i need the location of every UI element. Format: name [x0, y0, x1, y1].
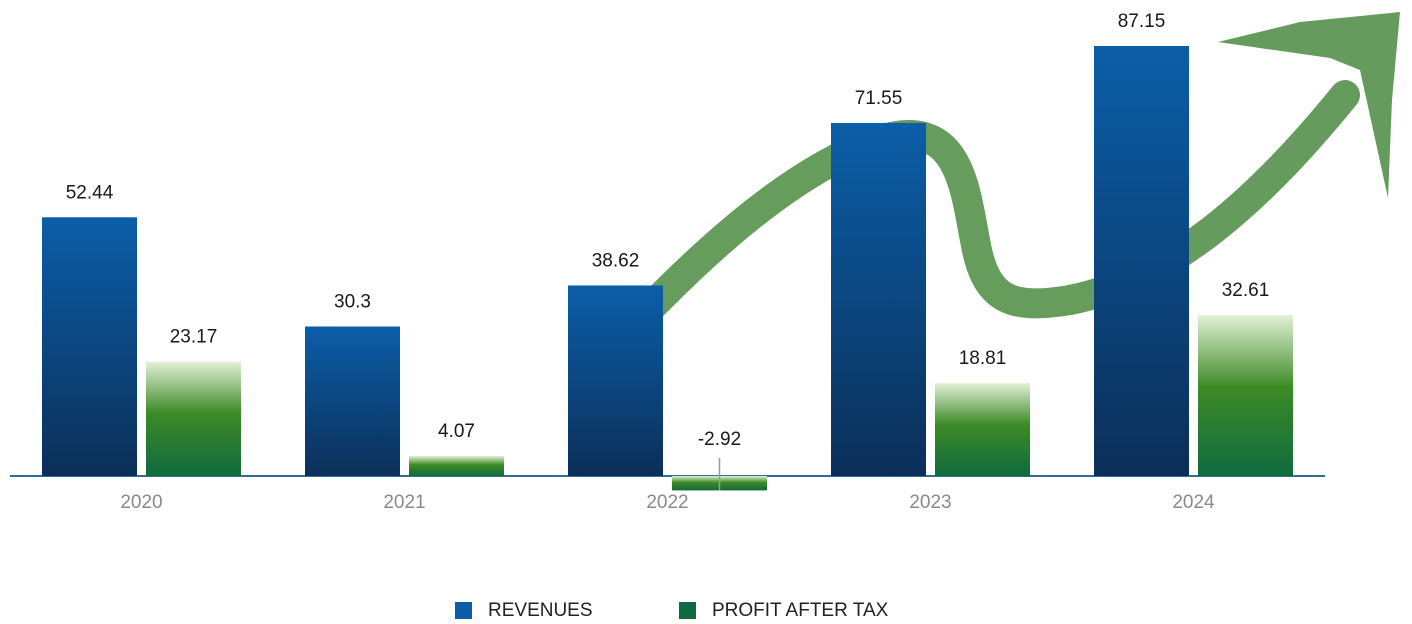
- value-label: 23.17: [170, 327, 218, 348]
- legend-swatch: [455, 602, 472, 619]
- value-label: 30.3: [334, 292, 371, 313]
- bar: [568, 285, 663, 476]
- value-label: 52.44: [66, 182, 114, 203]
- value-label: 32.61: [1222, 280, 1270, 301]
- legend-swatch: [679, 602, 696, 619]
- x-tick-label: 2020: [120, 492, 162, 513]
- bar: [305, 326, 400, 476]
- legend-label: REVENUES: [488, 600, 593, 621]
- bar: [935, 383, 1030, 476]
- value-label: -2.92: [698, 429, 741, 450]
- bar: [1094, 46, 1189, 476]
- bar: [831, 122, 926, 477]
- value-label: 4.07: [438, 421, 475, 442]
- value-label: 71.55: [855, 88, 903, 109]
- bar: [146, 361, 241, 476]
- bar: [42, 217, 137, 477]
- bar: [409, 455, 504, 476]
- value-label: 38.62: [592, 250, 640, 271]
- x-tick-label: 2021: [383, 492, 425, 513]
- value-label: 87.15: [1118, 11, 1166, 32]
- bar: [1198, 315, 1293, 476]
- x-tick-label: 2023: [909, 492, 951, 513]
- value-label: 18.81: [959, 348, 1007, 369]
- x-tick-label: 2024: [1172, 492, 1215, 513]
- legend-label: PROFIT AFTER TAX: [712, 600, 889, 621]
- x-tick-label: 2022: [646, 492, 688, 513]
